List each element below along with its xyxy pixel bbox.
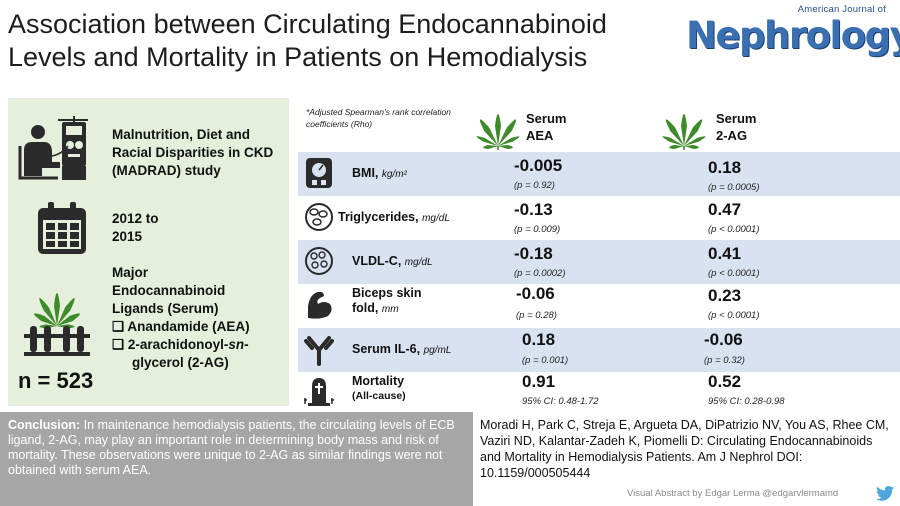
lipid-particles-icon	[305, 247, 333, 275]
table-footnote: *Adjusted Spearman’s rank correlation co…	[306, 107, 451, 129]
ligand-item-2ag: ❑ 2-arachidonoyl-sn-	[112, 337, 249, 352]
conclusion-box: Conclusion: In maintenance hemodialysis …	[0, 412, 473, 506]
calendar-icon	[38, 202, 86, 254]
aea-value: -0.18	[514, 244, 553, 263]
col-head-2ag: Serum 2-AG	[716, 111, 757, 143]
aea-value: -0.005	[514, 156, 563, 175]
dialysis-patient-icon	[18, 116, 88, 180]
2ag-value: 0.23	[708, 286, 742, 305]
2ag-p-value: (p < 0.0001)	[708, 224, 760, 235]
checkbox-icon: ❑	[112, 337, 125, 352]
2ag-value: 0.18	[708, 158, 742, 177]
twitter-bird-icon	[876, 486, 894, 501]
scale-icon	[306, 158, 332, 188]
aea-p-value: (p = 0.28)	[516, 310, 557, 321]
arm-muscle-icon	[308, 291, 332, 319]
table-row: Biceps skin fold, mm -0.06 (p = 0.28) 0.…	[298, 284, 900, 328]
journal-logo-name: Nephrology	[686, 14, 900, 57]
page-title: Association between Circulating Endocann…	[8, 9, 607, 72]
row-label: Triglycerides, mg/dL	[338, 210, 450, 224]
aea-value: -0.13	[514, 200, 553, 219]
2ag-value: 0.47	[708, 200, 742, 219]
row-label: VLDL-C, mg/dL	[352, 254, 433, 268]
aea-value: 0.91	[522, 372, 556, 391]
2ag-value: 0.41	[708, 244, 742, 263]
sample-size: n = 523	[18, 368, 94, 393]
2ag-value: -0.06	[704, 330, 743, 349]
cannabis-leaf-icon	[476, 114, 520, 150]
table-row: Mortality (All-cause) 0.91 95% CI: 0.48-…	[298, 372, 900, 408]
aea-value: -0.06	[516, 284, 555, 303]
study-name: Malnutrition, Diet and Racial Disparitie…	[112, 127, 274, 178]
table-row: BMI, kg/m² -0.005 (p = 0.92) 0.18 (p = 0…	[298, 152, 900, 196]
study-period: 2012 to 2015	[112, 211, 159, 244]
antibody-icon	[304, 336, 334, 366]
2ag-p-value: (p < 0.0001)	[708, 310, 760, 321]
table-row: Triglycerides, mg/dL -0.13 (p = 0.009) 0…	[298, 196, 900, 240]
aea-p-value: (p = 0.009)	[514, 224, 561, 235]
table-row: Serum IL-6, pg/mL 0.18 (p = 0.001) -0.06…	[298, 328, 900, 372]
aea-ci: 95% CI: 0.48-1.72	[522, 396, 599, 407]
conclusion-label: Conclusion:	[8, 418, 81, 432]
aea-p-value: (p = 0.92)	[514, 180, 555, 191]
2ag-ci: 95% CI: 0.28-0.98	[708, 396, 785, 407]
study-panel: Malnutrition, Diet and Racial Disparitie…	[8, 98, 289, 406]
conclusion-text: In maintenance hemodialysis patients, th…	[8, 418, 455, 477]
ligands-heading: Major Endocannabinoid Ligands (Serum)	[112, 265, 226, 316]
cannabis-test-tubes-icon	[24, 293, 90, 356]
col-head-aea: Serum AEA	[526, 111, 567, 143]
row-label: Mortality (All-cause)	[352, 374, 406, 402]
checkbox-icon: ❑	[112, 319, 125, 334]
2ag-p-value: (p = 0.32)	[704, 355, 745, 366]
table-row: VLDL-C, mg/dL -0.18 (p = 0.0002) 0.41 (p…	[298, 240, 900, 284]
credit-line: Visual Abstract by Edgar Lerma @edgarvle…	[627, 488, 839, 499]
aea-p-value: (p = 0.0002)	[514, 268, 566, 279]
ligands-list: ❑ Anandamide (AEA) ❑ 2-arachidonoyl-sn- …	[112, 318, 250, 372]
row-label: BMI, kg/m²	[352, 166, 407, 180]
2ag-p-value: (p < 0.0001)	[708, 268, 760, 279]
2ag-value: 0.52	[708, 372, 742, 391]
correlation-table: *Adjusted Spearman’s rank correlation co…	[298, 98, 900, 408]
row-label: Biceps skin fold, mm	[352, 286, 422, 315]
aea-value: 0.18	[522, 330, 556, 349]
cannabis-leaf-icon	[662, 114, 706, 150]
citation: Moradi H, Park C, Streja E, Argueta DA, …	[480, 418, 889, 480]
journal-logo: American Journal of Nephrology	[686, 4, 900, 66]
journal-logo-prefix: American Journal of	[797, 4, 886, 15]
blood-cells-icon	[305, 203, 333, 231]
2ag-p-value: (p = 0.0005)	[708, 182, 760, 193]
row-label: Serum IL-6, pg/mL	[352, 342, 452, 356]
ligand-item-2ag-cont: glycerol (2-AG)	[132, 355, 229, 370]
aea-p-value: (p = 0.001)	[522, 355, 569, 366]
ligand-item-aea: ❑ Anandamide (AEA)	[112, 319, 250, 334]
tombstone-icon	[304, 378, 334, 406]
